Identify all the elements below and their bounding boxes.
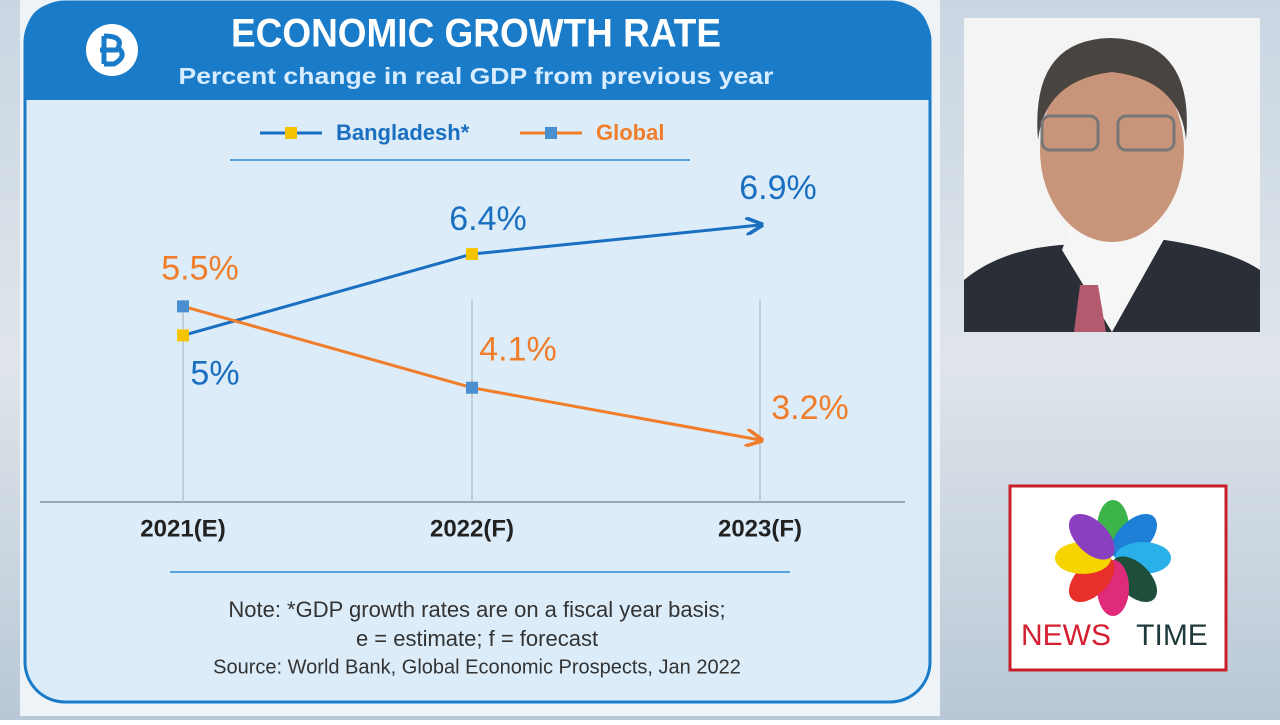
brand-icon-glyph [100, 33, 125, 67]
legend-label: Global [596, 120, 664, 145]
logo-flower [1055, 500, 1171, 616]
x-tick-label: 2023(F) [718, 515, 802, 542]
legend-marker [545, 127, 557, 139]
data-label: 5.5% [161, 249, 239, 287]
point-marker [466, 381, 478, 394]
photo-face [1040, 58, 1184, 242]
source-text: Source: World Bank, Global Economic Pros… [213, 656, 741, 678]
data-label: 6.4% [449, 200, 527, 238]
legend-label: Bangladesh* [336, 120, 470, 145]
data-label: 4.1% [479, 331, 557, 369]
point-marker [177, 329, 189, 342]
chart-subtitle: Percent change in real GDP from previous… [179, 63, 774, 89]
photo-glasses [1116, 114, 1176, 152]
note-text: Note: *GDP growth rates are on a fiscal … [228, 597, 725, 622]
petal [1068, 513, 1115, 560]
news-logo: NEWS TIME [1008, 484, 1228, 672]
x-tick-label: 2021(E) [140, 515, 225, 542]
data-label: 5% [190, 354, 239, 392]
data-label: 6.9% [739, 169, 817, 207]
legend-marker [285, 127, 297, 139]
photo-tie [1074, 285, 1106, 332]
photo-hair [1037, 38, 1187, 140]
photo-glasses [1040, 114, 1100, 152]
portrait [964, 18, 1260, 332]
x-tick-label: 2022(F) [430, 515, 514, 542]
point-marker [466, 248, 478, 261]
chart-title: ECONOMIC GROWTH RATE [231, 12, 721, 56]
photo-shirt [1062, 222, 1168, 332]
chart-header [25, 2, 930, 100]
point-marker [177, 300, 189, 313]
data-label: 3.2% [771, 389, 849, 427]
note-text: e = estimate; f = forecast [356, 626, 598, 651]
logo-word: TIME [1136, 619, 1208, 652]
logo-word: NEWS [1021, 619, 1111, 652]
